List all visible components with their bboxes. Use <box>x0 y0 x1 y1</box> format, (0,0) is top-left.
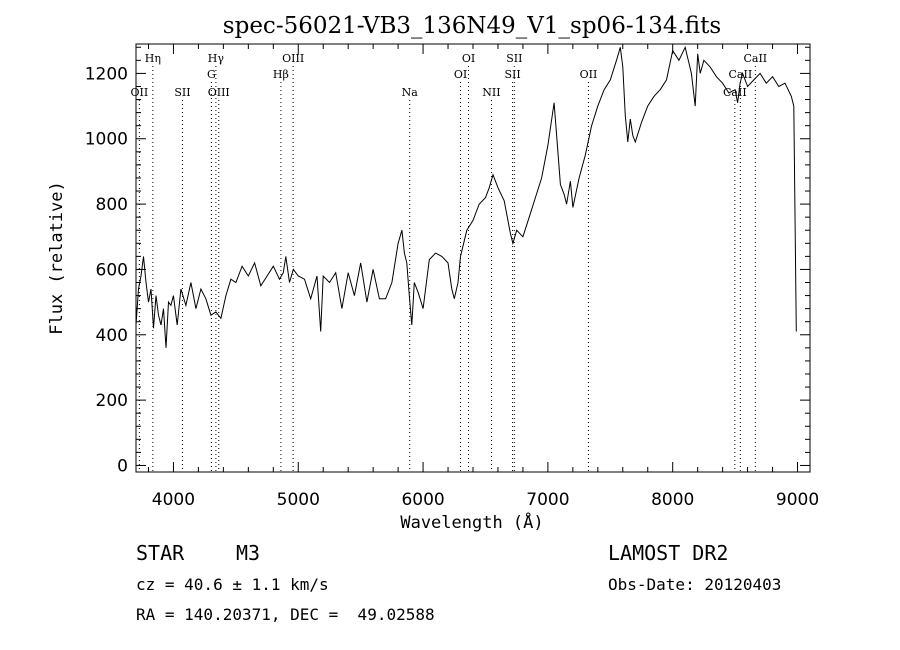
coordinates-text: RA = 140.20371, DEC = 49.02588 <box>136 605 435 624</box>
subclass-label: M3 <box>236 541 261 565</box>
line-marker-label: Na <box>402 86 419 99</box>
x-tick-label: 8000 <box>651 490 694 510</box>
y-tick-label: 1000 <box>85 130 128 150</box>
line-marker-label: SII <box>504 68 520 81</box>
line-marker-label: CaII <box>743 52 767 65</box>
y-tick-label: 600 <box>96 260 128 280</box>
line-marker-label: OII <box>131 86 149 99</box>
y-tick-label: 800 <box>96 195 128 215</box>
y-tick-label: 0 <box>117 456 128 476</box>
line-markers: Hη OII SII Hγ G OIII OIII Hβ Na OI OI NII SII SII OII C… <box>131 52 767 472</box>
line-marker-label: CaII <box>723 86 747 99</box>
line-marker-label: SII <box>506 52 522 65</box>
line-marker-label: OII <box>580 68 598 81</box>
line-marker-label: OIII <box>282 52 304 65</box>
line-marker-label: CaII <box>729 68 753 81</box>
y-tick-label: 1200 <box>85 64 128 84</box>
y-tick-label: 200 <box>96 391 128 411</box>
line-marker-label: OI <box>454 68 467 81</box>
line-marker-label: Hβ <box>273 68 289 81</box>
x-tick-label: 6000 <box>401 490 444 510</box>
line-marker-label: Hγ <box>208 52 225 65</box>
line-marker-label: Hη <box>145 52 161 65</box>
line-marker-label: SII <box>174 86 190 99</box>
line-marker-label: NII <box>482 86 500 99</box>
y-axis-label: Flux (relative) <box>47 181 67 335</box>
x-tick-label: 7000 <box>526 490 569 510</box>
spectrum-line <box>135 45 797 348</box>
tick-labels: 4000 5000 6000 7000 8000 9000 0 200 400 600 800 100… <box>85 64 819 510</box>
y-tick-label: 400 <box>96 326 128 346</box>
line-marker-label: G <box>207 68 216 81</box>
chart-title: spec-56021-VB3_136N49_V1_sp06-134.fits <box>223 13 721 39</box>
obs-date-text: Obs-Date: 20120403 <box>608 575 782 594</box>
velocity-text: cz = 40.6 ± 1.1 km/s <box>136 575 329 594</box>
x-tick-label: 4000 <box>152 490 195 510</box>
x-tick-label: 5000 <box>277 490 320 510</box>
class-label: STAR <box>136 541 185 565</box>
x-axis-label: Wavelength (Å) <box>400 511 543 533</box>
line-marker-label: OIII <box>208 86 230 99</box>
survey-label: LAMOST DR2 <box>608 541 729 565</box>
x-tick-label: 9000 <box>776 490 819 510</box>
axis-ticks <box>136 44 810 472</box>
plot-frame <box>135 43 811 473</box>
line-marker-label: OI <box>462 52 475 65</box>
